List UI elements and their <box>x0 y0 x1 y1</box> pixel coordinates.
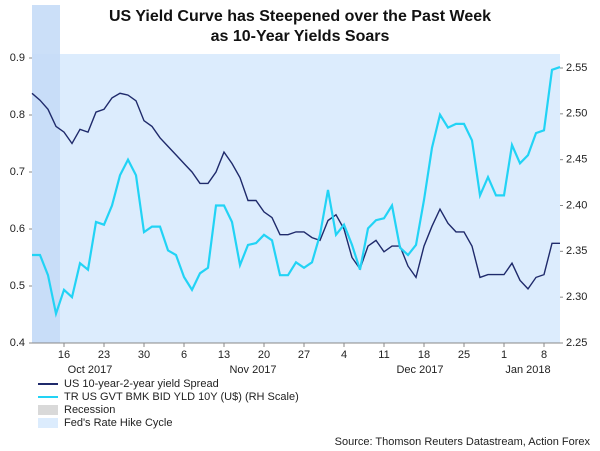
y2-tick-label: 2.35 <box>566 245 587 257</box>
x-tick-label: 16 <box>58 349 70 361</box>
x-tick-label: 23 <box>98 349 110 361</box>
legend-label: Fed's Rate Hike Cycle <box>64 417 172 429</box>
x-tick-label: 27 <box>298 349 310 361</box>
y-tick-label: 0.9 <box>10 52 25 64</box>
data-line <box>31 92 560 291</box>
y-tick-label: 0.4 <box>10 337 25 349</box>
x-group-label: Oct 2017 <box>68 364 113 376</box>
x-tick-label: 11 <box>378 349 389 361</box>
y-tick-label: 0.8 <box>10 109 25 121</box>
x-tick-label: 1 <box>501 349 507 361</box>
legend-swatch <box>38 405 58 415</box>
x-group-label: Nov 2017 <box>229 364 276 376</box>
legend-label: Recession <box>64 404 115 416</box>
y2-tick-label: 2.40 <box>566 199 587 211</box>
source: Source: Thomson Reuters Datastream, Acti… <box>335 436 591 448</box>
x-tick-label: 18 <box>418 349 430 361</box>
x-tick-label: 25 <box>458 349 470 361</box>
y2-tick-label: 2.30 <box>566 291 587 303</box>
y2-tick-label: 2.55 <box>566 62 587 74</box>
x-tick-label: 20 <box>258 349 270 361</box>
legend-swatch <box>38 418 58 428</box>
legend-label: US 10-year-2-year yield Spread <box>64 378 219 390</box>
data-line <box>32 66 561 318</box>
chart-title: US Yield Curve has Steepened over the Pa… <box>109 8 491 25</box>
y2-tick-label: 2.25 <box>566 337 587 349</box>
y-tick-label: 0.6 <box>10 223 25 235</box>
y-tick-label: 0.5 <box>10 280 25 292</box>
chart-title: as 10-Year Yields Soars <box>211 28 390 45</box>
x-tick-label: 13 <box>218 349 230 361</box>
x-tick-label: 30 <box>138 349 150 361</box>
y-tick-label: 0.7 <box>10 166 25 178</box>
x-group-label: Jan 2018 <box>505 364 550 376</box>
x-group-label: Dec 2017 <box>396 364 443 376</box>
x-tick-label: 8 <box>541 349 547 361</box>
shading-region <box>32 5 60 343</box>
x-tick-label: 4 <box>341 349 347 361</box>
legend-label: TR US GVT BMK BID YLD 10Y (U$) (RH Scale… <box>64 391 299 403</box>
x-tick-label: 6 <box>181 349 187 361</box>
y2-tick-label: 2.50 <box>566 108 587 120</box>
y2-tick-label: 2.45 <box>566 154 587 166</box>
shading-region <box>32 54 560 343</box>
